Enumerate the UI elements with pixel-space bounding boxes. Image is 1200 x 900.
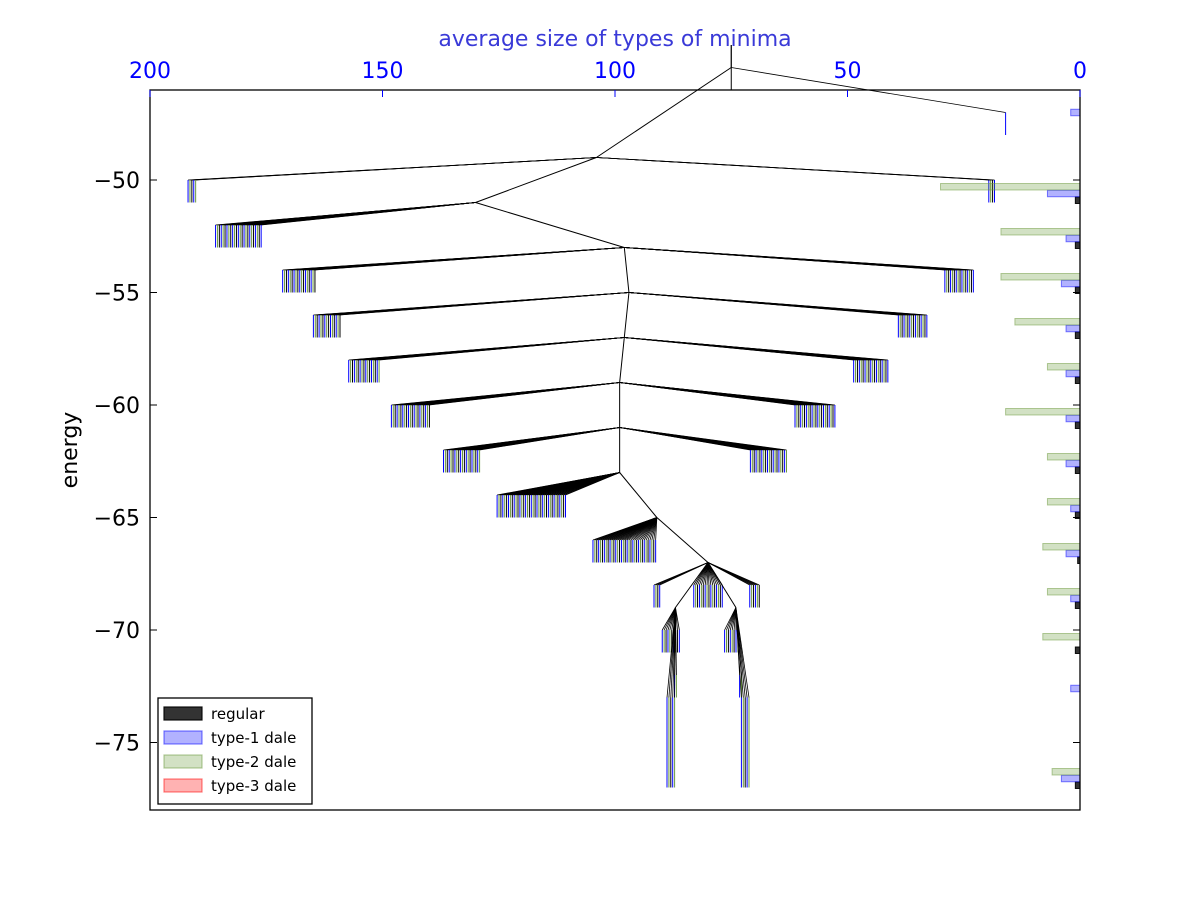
bar-type-2-dale bbox=[1046, 588, 1081, 596]
bar-type-2-dale bbox=[1000, 273, 1081, 281]
bar-type-1-dale bbox=[1065, 369, 1081, 378]
bar-type-1-dale bbox=[1070, 504, 1081, 513]
disconnectivity-tree bbox=[187, 45, 1007, 788]
tree-branch bbox=[596, 157, 995, 181]
bar-regular bbox=[1074, 466, 1081, 474]
tree-branch bbox=[261, 202, 476, 226]
bar-regular bbox=[1074, 781, 1081, 789]
legend-label: regular bbox=[211, 705, 265, 723]
tree-branch bbox=[429, 382, 620, 406]
tree-branch bbox=[314, 247, 625, 271]
bar-type-1-dale bbox=[1065, 414, 1081, 423]
bar-type-1-dale bbox=[1060, 774, 1081, 783]
top-tick-label: 100 bbox=[594, 59, 636, 84]
legend-swatch bbox=[163, 754, 203, 769]
y-tick-label: −70 bbox=[94, 619, 140, 644]
bar-type-2-dale bbox=[1046, 453, 1081, 461]
y-tick-label: −75 bbox=[94, 732, 140, 757]
tree-branch bbox=[674, 607, 676, 698]
tree-branch bbox=[619, 382, 835, 406]
top-tick-label: 150 bbox=[362, 59, 404, 84]
tree-branch bbox=[659, 562, 709, 586]
bar-regular bbox=[1074, 376, 1081, 384]
tree-branch bbox=[475, 157, 597, 203]
bar-regular bbox=[1074, 241, 1081, 249]
top-tick-label: 0 bbox=[1073, 59, 1087, 84]
y-tick-label: −50 bbox=[94, 169, 140, 194]
bar-type-1-dale bbox=[1070, 594, 1081, 603]
bar-type-2-dale bbox=[1005, 408, 1081, 416]
tree-branch bbox=[623, 247, 630, 293]
legend: regular type-1 dale type-2 dale type-3 dale bbox=[157, 697, 313, 805]
top-tick-label: 200 bbox=[129, 59, 171, 84]
bar-type-2-dale bbox=[1051, 768, 1081, 776]
tree-branch bbox=[619, 472, 658, 518]
bar-regular bbox=[1074, 331, 1081, 339]
tree-branch bbox=[565, 472, 620, 496]
legend-label: type-3 dale bbox=[211, 777, 296, 795]
bar-regular bbox=[1074, 601, 1081, 609]
bar-type-2-dale bbox=[1042, 633, 1081, 641]
tree-branch bbox=[628, 292, 927, 316]
bar-regular bbox=[1074, 196, 1081, 204]
bar-type-1-dale bbox=[1065, 324, 1081, 333]
tree-branch bbox=[339, 292, 629, 316]
bar-type-1-dale bbox=[1060, 279, 1081, 288]
y-tick-label: −55 bbox=[94, 282, 140, 307]
bar-type-1-dale bbox=[1070, 684, 1081, 693]
axes: 200 150 100 50 0 −50 −55 −60 −65 −70 −75 bbox=[94, 59, 1087, 757]
bar-regular bbox=[1074, 646, 1081, 654]
histogram-bars bbox=[940, 108, 1081, 789]
tree-branch bbox=[623, 292, 630, 338]
tree-branch bbox=[675, 607, 680, 631]
tree-branch bbox=[379, 337, 625, 361]
legend-swatch bbox=[163, 730, 203, 745]
top-tick-label: 50 bbox=[834, 59, 862, 84]
bar-type-1-dale bbox=[1065, 234, 1081, 243]
legend-swatch bbox=[163, 706, 203, 721]
bar-type-2-dale bbox=[1042, 543, 1081, 551]
tree-branch bbox=[475, 202, 625, 248]
bar-type-2-dale bbox=[940, 183, 1081, 191]
y-tick-label: −65 bbox=[94, 507, 140, 532]
y-tick-label: −60 bbox=[94, 394, 140, 419]
legend-label: type-1 dale bbox=[211, 729, 296, 747]
tree-branch bbox=[656, 517, 709, 563]
tree-branch bbox=[195, 157, 597, 181]
y-axis-label: energy bbox=[58, 412, 83, 489]
tree-branch bbox=[735, 607, 750, 698]
bar-type-1-dale bbox=[1065, 459, 1081, 468]
legend-label: type-2 dale bbox=[211, 753, 296, 771]
bar-type-1-dale bbox=[1065, 549, 1081, 558]
bar-type-2-dale bbox=[1014, 318, 1081, 326]
tree-branch bbox=[596, 67, 732, 158]
tree-branch bbox=[619, 427, 787, 451]
tree-branch bbox=[624, 337, 888, 361]
top-axis-label: average size of types of minima bbox=[438, 27, 791, 52]
bar-type-2-dale bbox=[1046, 363, 1081, 371]
bar-type-1-dale bbox=[1046, 189, 1081, 198]
bar-regular bbox=[1074, 421, 1081, 429]
bar-type-1-dale bbox=[1070, 108, 1081, 117]
tree-branch bbox=[675, 562, 709, 608]
tree-branch bbox=[655, 517, 658, 541]
tree-branch bbox=[619, 337, 625, 383]
legend-swatch bbox=[163, 778, 203, 793]
tree-branch bbox=[624, 247, 974, 271]
bar-type-2-dale bbox=[1046, 498, 1081, 506]
tree-branch bbox=[707, 562, 737, 608]
tree-branch bbox=[707, 562, 760, 586]
tree-branch bbox=[479, 427, 620, 451]
bar-type-2-dale bbox=[1000, 228, 1081, 236]
